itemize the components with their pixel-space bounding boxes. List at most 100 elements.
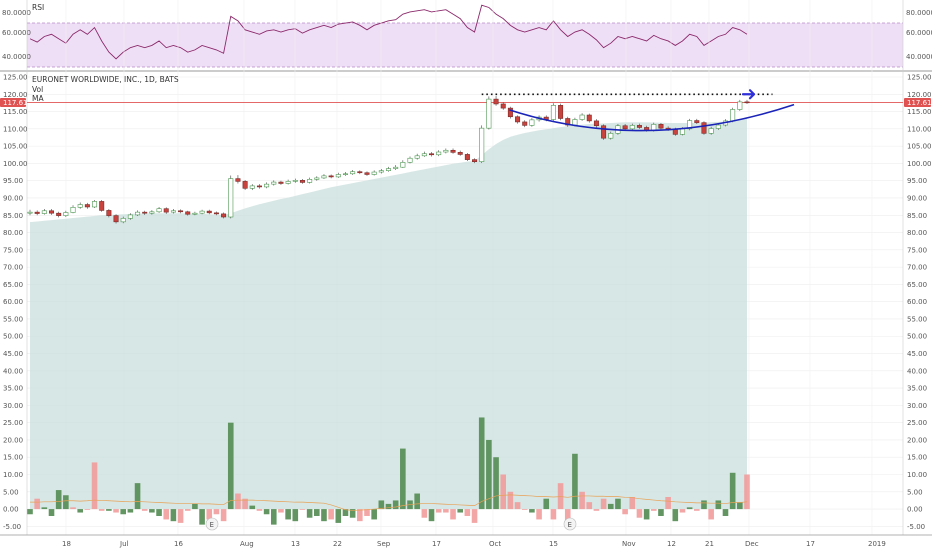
volume-bar: [665, 496, 671, 510]
candle-down: [472, 159, 478, 162]
volume-bar: [342, 509, 349, 516]
volume-bar: [600, 498, 607, 510]
candle-up: [407, 157, 413, 163]
candle-up: [479, 127, 485, 162]
y-tick-label: 115.00: [907, 108, 932, 116]
legend-vol: Vol: [32, 85, 43, 94]
y-tick-label: 110.00: [907, 125, 932, 133]
candle-up: [342, 173, 348, 175]
rsi-left-tick: 80.0000: [2, 9, 31, 17]
volume-bar: [679, 509, 686, 513]
candle-up: [120, 218, 126, 223]
candle-up: [737, 101, 743, 110]
y-tick-label: 70.00: [907, 264, 927, 272]
rsi-left-tick: 60.0000: [2, 29, 31, 37]
candle-down: [586, 114, 592, 122]
volume-bar: [256, 509, 263, 511]
volume-bar: [428, 509, 435, 522]
rsi-panel: RSI 80.0000 60.0000 40.0000 80.0000 60.0…: [2, 0, 932, 70]
volume-bar: [478, 417, 485, 510]
price-badge-right: 117.61: [904, 98, 932, 108]
cup-curve[interactable]: [509, 103, 795, 132]
candle-down: [364, 172, 370, 175]
candle-up: [63, 212, 69, 216]
volume-bar: [70, 507, 76, 510]
volume-bar: [77, 509, 83, 513]
volume-bar: [127, 509, 134, 513]
candle-down: [357, 171, 363, 174]
candle-down: [84, 204, 90, 208]
x-tick-label: 17: [806, 540, 815, 548]
candle-up: [135, 211, 141, 216]
candle-up: [651, 124, 657, 131]
candle-up: [314, 177, 320, 180]
y-tick-label: 55.00: [3, 315, 23, 323]
x-tick-label: Aug: [240, 540, 254, 548]
y-tick-label: 5.00: [907, 488, 923, 496]
volume-bar: [744, 474, 750, 510]
volume-bar: [636, 509, 643, 518]
volume-bar: [586, 502, 593, 510]
candle-up: [77, 204, 83, 208]
y-tick-label: 0.00: [907, 506, 923, 514]
candle-up: [321, 175, 327, 179]
volume-bar: [192, 503, 198, 510]
volume-bar: [235, 493, 241, 510]
volume-bar: [27, 509, 33, 515]
y-tick-label: 10.00: [3, 471, 23, 479]
breakout-arrow-icon[interactable]: [741, 89, 756, 100]
candle-down: [178, 210, 184, 213]
y-tick-label: 30.00: [3, 402, 23, 410]
candle-down: [256, 185, 262, 188]
drawing-annotations[interactable]: [481, 89, 795, 132]
volume-bar: [349, 509, 356, 518]
y-tick-label: 25.00: [3, 419, 23, 427]
x-tick-label: 18: [62, 540, 71, 548]
volume-bar: [134, 483, 141, 510]
x-tick-label: 13: [291, 540, 300, 548]
volume-bar: [263, 509, 270, 515]
candle-up: [400, 162, 406, 168]
y-tick-label: 105.00: [907, 143, 932, 151]
volume-bar: [55, 490, 62, 510]
candle-up: [572, 119, 578, 126]
volume-bar: [206, 509, 213, 520]
x-tick-label: 17: [432, 540, 441, 548]
candle-up: [149, 211, 155, 214]
y-tick-label: 50.00: [3, 333, 23, 341]
volume-bar: [141, 509, 148, 511]
rsi-band: [27, 23, 903, 67]
volume-bar: [163, 509, 170, 520]
y-tick-label: 90.00: [3, 194, 23, 202]
x-tick-label: Sep: [377, 540, 391, 548]
y-tick-label: 90.00: [907, 194, 927, 202]
volume-bar: [658, 509, 664, 516]
candle-up: [199, 210, 205, 214]
x-tick-label: 21: [705, 540, 714, 548]
candle-up: [608, 133, 614, 139]
y-tick-label: 10.00: [907, 471, 927, 479]
candle-down: [601, 125, 607, 139]
y-tick-label: 5.00: [3, 488, 19, 496]
y-tick-label: 110.00: [3, 125, 28, 133]
candle-down: [694, 120, 700, 123]
candle-down: [278, 181, 284, 184]
x-tick-label: Jul: [119, 540, 129, 548]
candle-up: [307, 179, 313, 183]
volume-bar: [443, 509, 449, 513]
volume-bar: [572, 453, 578, 510]
earnings-marker-2[interactable]: E: [563, 517, 577, 531]
candle-down: [34, 211, 40, 214]
rsi-right-tick: 60.0000: [906, 29, 932, 37]
candle-down: [457, 152, 463, 155]
volume-bar: [557, 483, 564, 510]
volume-bar: [536, 509, 542, 520]
volume-bar: [278, 509, 284, 513]
y-tick-label: 45.00: [907, 350, 927, 358]
volume-bar: [622, 509, 628, 515]
volume-bar: [63, 495, 69, 510]
earnings-marker-1[interactable]: E: [205, 517, 219, 531]
volume-bar: [529, 509, 535, 513]
